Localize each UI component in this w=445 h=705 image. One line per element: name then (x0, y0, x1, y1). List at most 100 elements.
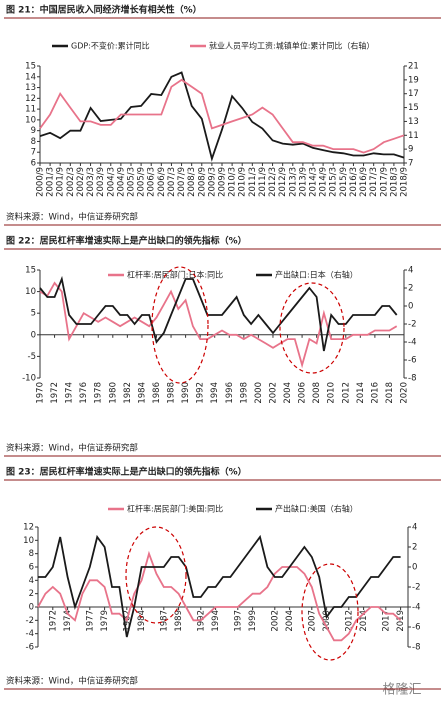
legend-label: 杠杆率:居民部门:美国:同比 (127, 504, 223, 514)
source: 资料来源：Wind，中信证券研究部 (6, 212, 138, 223)
y-tick-label: 2 (29, 589, 34, 599)
y-tick-label: 6 (31, 159, 36, 169)
y2-tick-label: -8 (412, 643, 420, 653)
source: 资料来源：Wind，中信证券研究部 (6, 676, 138, 687)
x-tick-label: 2016/9 (359, 167, 369, 197)
x-tick-label: 2012/9 (278, 167, 288, 197)
x-tick-label: 2017/3 (369, 167, 379, 197)
x-tick-label: 2000 (254, 382, 264, 404)
y-tick-label: 14 (25, 72, 36, 82)
x-tick-label: 2014 (356, 382, 366, 404)
x-tick-label: 2009/9 (218, 167, 228, 197)
x-tick-label: 1984 (137, 610, 147, 632)
x-tick-label: 2008 (312, 382, 322, 404)
y-tick-label: 10 (25, 115, 36, 125)
y-tick-label: 8 (31, 137, 36, 147)
y-tick-label: 13 (25, 83, 36, 93)
x-tick-label: 1996 (225, 382, 235, 404)
x-tick-label: 1997 (233, 610, 243, 632)
highlight-ellipse (151, 266, 209, 384)
y-tick-label: 0 (29, 603, 34, 613)
x-tick-label: 1970 (36, 382, 46, 404)
x-tick-label: 1989 (174, 610, 184, 632)
highlight-ellipse (279, 282, 345, 374)
y2-tick-label: 2 (408, 284, 413, 294)
y2-tick-label: 0 (412, 563, 417, 573)
y-tick-label: 10 (23, 536, 34, 546)
y2-tick-label: 13 (408, 117, 419, 127)
x-tick-label: 2000/9 (36, 167, 46, 197)
x-tick-label: 1974 (63, 610, 73, 632)
x-tick-label: 1986 (152, 382, 162, 404)
y-tick-label: -5 (28, 352, 36, 362)
x-tick-label: 2003/9 (96, 167, 106, 197)
x-tick-label: 2015/3 (329, 167, 339, 197)
y2-tick-label: -2 (408, 320, 416, 330)
x-tick-label: 2009/3 (207, 167, 217, 197)
y-tick-label: 15 (25, 62, 36, 72)
x-tick-label: 2014 (359, 610, 369, 632)
x-tick-label: 2007 (307, 610, 317, 632)
y2-tick-label: -6 (412, 623, 420, 633)
x-tick-label: 1976 (79, 382, 89, 404)
x-tick-label: 1984 (137, 382, 147, 404)
y2-tick-label: 4 (408, 266, 413, 276)
x-tick-label: 2018/3 (389, 167, 399, 197)
x-tick-label: 2016/3 (349, 167, 359, 197)
y2-tick-label: -4 (408, 338, 416, 348)
y-tick-label: 5 (31, 309, 36, 319)
x-tick-label: 1994 (210, 382, 220, 404)
y2-tick-label: 7 (408, 159, 413, 169)
y2-tick-label: 9 (408, 145, 413, 155)
x-tick-label: 1978 (94, 382, 104, 404)
x-tick-label: 1972 (48, 610, 58, 632)
x-tick-label: 1982 (123, 382, 133, 404)
x-tick-label: 2001/9 (56, 167, 66, 197)
series-line (38, 534, 401, 638)
x-tick-label: 2016 (370, 382, 380, 404)
y2-tick-label: 4 (412, 523, 417, 533)
x-tick-label: 2019 (396, 610, 406, 632)
x-tick-label: 2006/9 (157, 167, 167, 197)
x-tick-label: 2012 (344, 610, 354, 632)
y2-tick-label: 0 (408, 302, 413, 312)
x-tick-label: 1999 (248, 610, 258, 632)
y-tick-label: -2 (26, 616, 34, 626)
x-tick-label: 2009 (322, 610, 332, 632)
y2-tick-label: -4 (412, 603, 420, 613)
y2-tick-label: 15 (408, 103, 419, 113)
x-tick-label: 2007/3 (167, 167, 177, 197)
x-tick-label: 1987 (159, 610, 169, 632)
x-tick-label: 2011/9 (258, 167, 268, 197)
legend-label: 杠杆率:居民部门:日本:同比 (127, 270, 223, 280)
chart-title: 图 21：中国居民收入同经济增长有相关性（%） (6, 4, 202, 16)
series-line (39, 71, 405, 162)
y-tick-label: 15 (25, 266, 36, 276)
x-tick-label: 2013/9 (298, 167, 308, 197)
chart-title: 图 22：居民杠杆率增速实际上是产出缺口的领先指标（%） (6, 235, 247, 247)
legend-label: 就业人员平均工资:城镇单位:累计同比（右轴） (209, 41, 374, 51)
x-tick-label: 2007/9 (177, 167, 187, 197)
x-tick-label: 2005/9 (137, 167, 147, 197)
x-tick-label: 2002 (268, 382, 278, 404)
x-tick-label: 2002/3 (66, 167, 76, 197)
y2-tick-label: -2 (412, 583, 420, 593)
y-tick-label: 12 (25, 94, 36, 104)
series-line (39, 275, 398, 352)
series-line (37, 550, 402, 642)
x-tick-label: 2002 (270, 610, 280, 632)
x-tick-label: 2018/9 (400, 167, 410, 197)
legend-label: GDP:不变价:累计同比 (71, 41, 150, 51)
x-tick-label: 1994 (211, 610, 221, 632)
y-tick-label: 7 (31, 148, 36, 158)
highlight-ellipse (125, 526, 187, 624)
x-tick-label: 1988 (167, 382, 177, 404)
x-tick-label: 2010 (327, 382, 337, 404)
legend-label: 产出缺口:美国（右轴） (275, 504, 358, 514)
y-tick-label: 11 (25, 105, 36, 115)
x-tick-label: 2006/3 (147, 167, 157, 197)
x-tick-label: 2004/3 (106, 167, 116, 197)
x-tick-label: 2017/9 (379, 167, 389, 197)
y-tick-label: 12 (23, 523, 34, 533)
